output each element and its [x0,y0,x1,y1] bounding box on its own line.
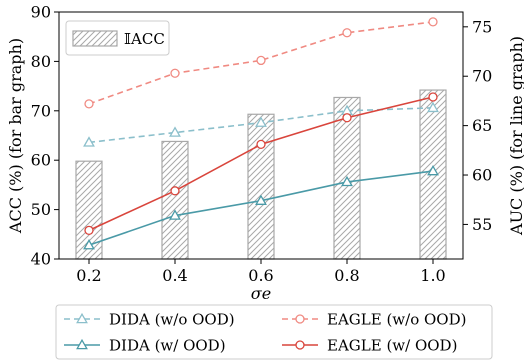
legend-bar-swatch [72,30,118,47]
data-point [341,175,353,187]
y-right-tick-label: 70 [472,67,492,86]
x-tick-label: 1.0 [420,266,445,285]
bar [247,113,275,260]
plot-area [75,17,447,260]
data-point [427,101,439,113]
data-point [342,113,352,123]
legend-marker [76,312,88,324]
bar [161,140,189,260]
y-left-tick-label: 90 [31,3,51,22]
data-point [255,194,267,205]
data-point [170,186,180,196]
legend-marker [295,340,305,350]
y-right-tick-label: 75 [472,17,492,36]
y-left-tick-label: 80 [31,52,51,71]
legend-bar-label: 𝕀ACC [124,30,165,48]
data-point [83,239,95,250]
legend: 𝕀ACC DIDA (w/o OOD) EAGLE (w/o OOD) DIDA (w… [55,20,493,360]
data-point [428,92,438,102]
data-point [428,17,438,27]
data-point [256,55,266,66]
y-right-axis-label: AUC (%) (for line graph) [507,36,524,236]
legend-series-label: EAGLE (w/ OOD) [327,337,457,355]
outer-legend-box [55,304,493,360]
axes: 0.2 0.4 0.6 0.8 1.0 40 50 60 70 80 90 55 60 65 70 75 ACC… [6,3,524,304]
data-point [342,28,352,38]
x-tick-label: 0.8 [334,266,359,285]
data-point [83,136,95,147]
legend-series-label: EAGLE (w/o OOD) [327,311,466,329]
data-point [256,139,266,150]
data-point [84,225,94,235]
data-point [427,164,439,176]
legend-marker [295,314,305,324]
data-point [84,99,94,109]
data-point [169,209,181,220]
data-point [169,126,181,137]
y-left-tick-label: 40 [31,250,51,269]
x-tick-label: 0.6 [248,266,273,285]
x-tick-label: 0.4 [162,266,187,285]
y-right-tick-label: 65 [472,116,492,135]
y-left-axis-label: ACC (%) (for bar graph) [6,38,25,234]
y-left-tick-label: 50 [31,200,51,219]
x-axis-label: σe [251,284,271,303]
y-right-tick-label: 60 [472,166,492,185]
y-left-tick-label: 70 [31,101,51,120]
y-left-tick-label: 60 [31,151,51,170]
legend-series-label: DIDA (w/ OOD) [109,337,226,355]
series-line [88,21,434,105]
y-right-tick-label: 55 [472,215,492,234]
data-point [255,116,267,127]
data-point [170,68,180,78]
x-tick-label: 0.2 [76,266,101,285]
legend-marker [76,338,88,350]
legend-series-label: DIDA (w/o OOD) [109,311,235,329]
